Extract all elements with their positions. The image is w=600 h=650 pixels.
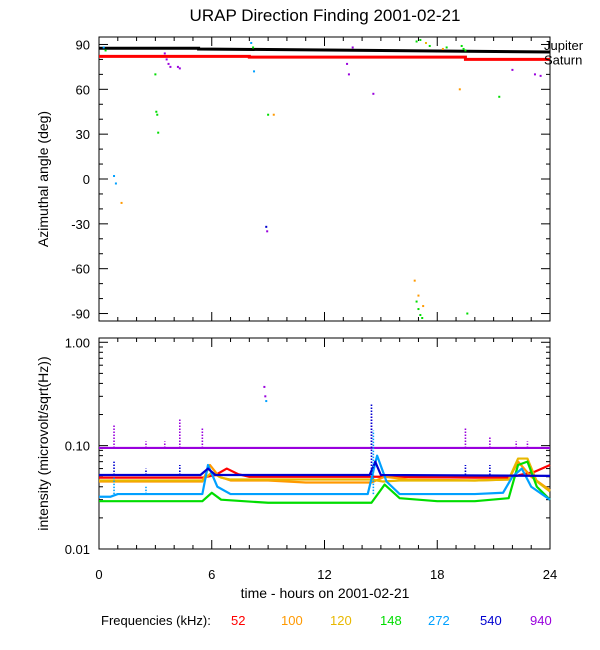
- y-axis-label: Azimuthal angle (deg): [35, 111, 51, 247]
- data-point: [264, 395, 267, 398]
- legend-entry-540: 540: [480, 613, 502, 628]
- series-272-khz: [99, 454, 551, 501]
- data-point: [458, 88, 461, 91]
- data-point: [511, 68, 514, 71]
- legend-entry-120: 120: [330, 613, 352, 628]
- data-point: [351, 46, 354, 49]
- y-axis-label: intensity (microvolt/sqrt(Hz)): [35, 356, 51, 530]
- data-point: [445, 46, 448, 49]
- data-point: [441, 47, 444, 50]
- data-point: [163, 52, 166, 55]
- data-point: [460, 44, 463, 47]
- data-point: [462, 47, 465, 50]
- data-point: [272, 113, 275, 116]
- y-tick-label: 0.10: [65, 439, 90, 454]
- legend-entry-52: 52: [231, 613, 245, 628]
- data-point: [417, 308, 420, 311]
- data-point: [266, 230, 269, 233]
- data-point: [417, 294, 420, 297]
- data-point: [428, 44, 431, 47]
- data-point: [267, 113, 270, 116]
- data-point: [464, 49, 467, 52]
- azimuth-panel: 90 60 30 0 -30 -60 -90 Azimuthal angle (deg) Jup…: [35, 36, 584, 322]
- data-point: [169, 65, 172, 68]
- x-tick-label: 12: [317, 567, 331, 582]
- legend-entry-272: 272: [428, 613, 450, 628]
- legend-entry-100: 100: [281, 613, 303, 628]
- data-point: [466, 312, 469, 315]
- frequency-legend: Frequencies (kHz): 52 100 120 148 272 540 940: [101, 613, 552, 628]
- y-tick-label: 0.01: [65, 542, 90, 557]
- data-point: [421, 317, 424, 320]
- chart-title: URAP Direction Finding 2001-02-21: [190, 6, 461, 25]
- y-tick-label: 90: [76, 37, 90, 52]
- data-point: [498, 95, 501, 98]
- data-point: [157, 131, 160, 134]
- data-point: [422, 305, 425, 308]
- reference-label-saturn: Saturn: [544, 52, 582, 67]
- data-point: [424, 41, 427, 44]
- data-point: [102, 46, 105, 49]
- data-point: [346, 62, 349, 65]
- data-point: [265, 400, 268, 403]
- data-point: [165, 58, 168, 61]
- data-point: [250, 41, 253, 44]
- reference-line-jupiter: [99, 46, 551, 54]
- intensity-panel: 0 6 12 18 24 1.00 0.10 0.01 intensity (microvolt…: [35, 335, 557, 582]
- data-point: [539, 74, 542, 77]
- y-tick-label: -60: [71, 262, 90, 277]
- data-point: [155, 110, 158, 113]
- data-point: [154, 73, 157, 76]
- legend-entry-148: 148: [380, 613, 402, 628]
- data-point: [533, 73, 536, 76]
- y-tick-label: 1.00: [65, 335, 90, 350]
- data-point: [415, 300, 418, 303]
- legend-title: Frequencies (kHz):: [101, 613, 211, 628]
- y-tick-label: 30: [76, 127, 90, 142]
- y-tick-label: -30: [71, 217, 90, 232]
- data-point: [104, 49, 107, 52]
- plot-frame: [98, 36, 551, 322]
- x-tick-label: 0: [95, 567, 102, 582]
- data-point: [114, 182, 117, 185]
- data-point: [113, 175, 116, 178]
- legend-entry-940: 940: [530, 613, 552, 628]
- x-tick-label: 6: [208, 567, 215, 582]
- data-point: [167, 62, 170, 65]
- reference-line-saturn: [99, 54, 550, 61]
- reference-label-jupiter: Jupiter: [544, 38, 584, 53]
- series-540-khz: [99, 460, 551, 477]
- data-point: [265, 225, 268, 228]
- data-point: [176, 65, 179, 68]
- data-point: [263, 385, 266, 388]
- data-point: [253, 70, 256, 73]
- data-point: [178, 67, 181, 70]
- data-point: [415, 40, 418, 43]
- data-point: [413, 279, 416, 282]
- y-tick-label: 60: [76, 82, 90, 97]
- plot-frame: [98, 337, 551, 550]
- x-tick-label: 18: [430, 567, 444, 582]
- series-148-khz: [99, 460, 551, 504]
- data-point: [419, 314, 422, 317]
- y-tick-label: 0: [83, 172, 90, 187]
- data-point: [120, 201, 123, 204]
- x-axis-label: time - hours on 2001-02-21: [241, 585, 410, 601]
- data-point: [156, 113, 159, 116]
- data-point: [347, 73, 350, 76]
- data-point: [419, 38, 422, 41]
- x-tick-label: 24: [543, 567, 557, 582]
- data-point: [372, 92, 375, 95]
- data-point: [252, 46, 255, 49]
- y-tick-label: -90: [71, 307, 90, 322]
